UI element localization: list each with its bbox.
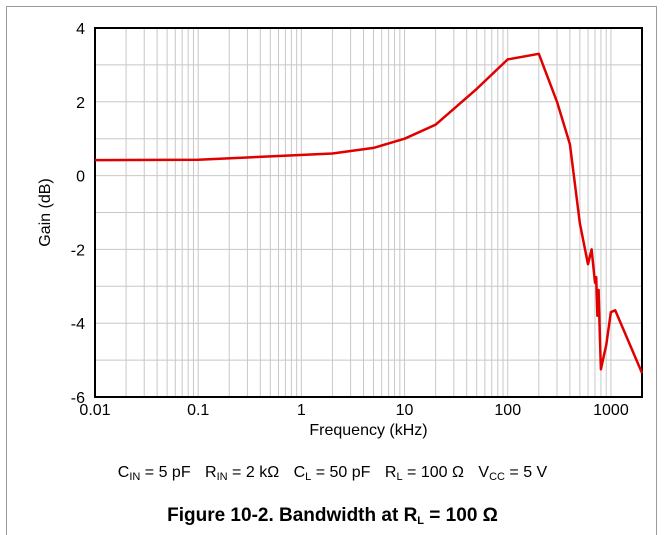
condition-rl: RL = 100 Ω — [384, 464, 464, 483]
gain-chart: 0.01 0.1 1 10 100 1000 -6 -4 -2 0 2 4 Frequency (kH… — [37, 21, 644, 439]
series-layer — [94, 52, 644, 374]
tick-labels: 0.01 0.1 1 10 100 1000 -6 -4 -2 0 2 4 — [71, 21, 629, 419]
condition-vcc: VCC = 5 V — [478, 464, 548, 483]
test-conditions: CIN = 5 pF RIN = 2 kΩ CL = 50 pF RL = 10… — [0, 464, 665, 483]
x-axis-title: Frequency (kHz) — [309, 422, 427, 439]
figure-frame — [6, 6, 657, 535]
condition-cl: CL = 50 pF — [293, 464, 371, 483]
gain-series-line — [94, 52, 644, 374]
y-tick-label: 4 — [76, 21, 85, 38]
figure-caption: Figure 10-2. Bandwidth at RL = 100 Ω — [167, 505, 498, 527]
y-tick-label: -6 — [71, 390, 85, 407]
plot-area-border — [94, 27, 643, 398]
y-tick-label: 2 — [76, 95, 85, 112]
x-tick-label: 0.01 — [79, 402, 110, 419]
y-tick-label: 0 — [76, 169, 85, 186]
y-axis-title: Gain (dB) — [37, 178, 54, 246]
x-tick-label: 1000 — [593, 402, 629, 419]
x-tick-label: 0.1 — [187, 402, 209, 419]
x-tick-label: 1 — [297, 402, 306, 419]
condition-cin: CIN = 5 pF — [117, 464, 191, 483]
x-tick-label: 100 — [494, 402, 521, 419]
grid — [95, 28, 642, 397]
y-tick-label: -4 — [71, 316, 85, 333]
y-tick-label: -2 — [71, 242, 85, 259]
condition-rin: RIN = 2 kΩ — [205, 464, 280, 483]
x-tick-label: 10 — [396, 402, 414, 419]
